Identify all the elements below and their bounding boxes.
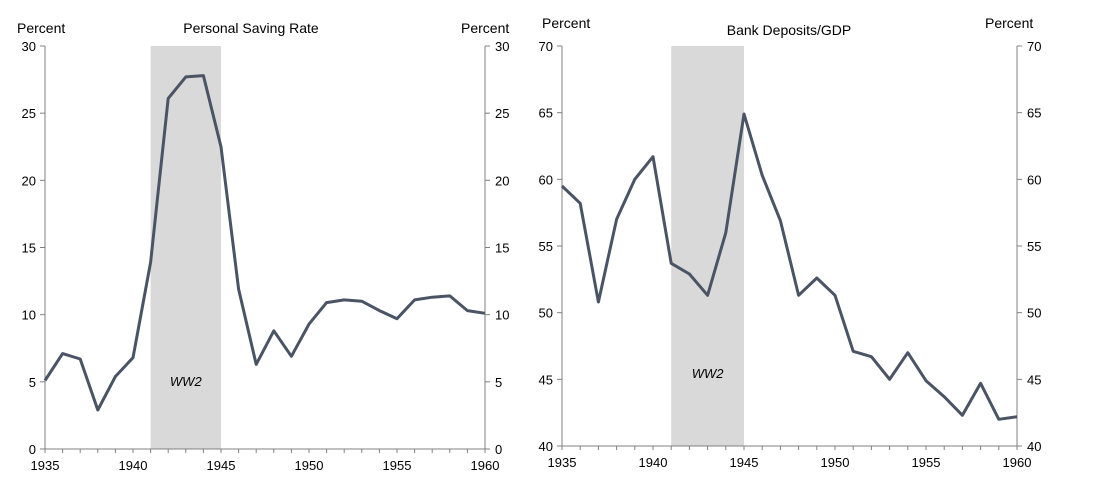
x-tick-label: 1955 xyxy=(912,455,941,470)
bank-deposits-panel: WW2 Bank Deposits/GDP Percent Percent 40… xyxy=(539,15,1042,470)
y-tick-label-left: 65 xyxy=(539,106,553,121)
y-tick-label-left: 40 xyxy=(539,439,553,454)
y-tick-label-right: 5 xyxy=(495,375,502,390)
tick-group: 40 40 45 45 50 50 55 55 60 60 65 65 70 70 1935 1940 1945… xyxy=(539,39,1042,470)
x-tick-label: 1960 xyxy=(1003,455,1032,470)
y-tick-label-left: 50 xyxy=(539,306,553,321)
x-tick-label: 1950 xyxy=(295,458,324,473)
y-tick-label-right: 10 xyxy=(495,308,509,323)
y-tick-label-right: 40 xyxy=(1027,439,1041,454)
x-tick-label: 1950 xyxy=(821,455,850,470)
x-tick-label: 1940 xyxy=(119,458,148,473)
y-tick-label-right: 50 xyxy=(1027,306,1041,321)
x-tick-label: 1960 xyxy=(471,458,500,473)
y-tick-label-right: 55 xyxy=(1027,239,1041,254)
y-tick-label-left: 0 xyxy=(29,442,36,457)
right-axis-label: Percent xyxy=(461,20,509,36)
x-tick-label: 1955 xyxy=(383,458,412,473)
chart-title: Bank Deposits/GDP xyxy=(727,22,852,38)
ww2-label: WW2 xyxy=(692,366,725,381)
x-tick-label: 1945 xyxy=(730,455,759,470)
saving-rate-line xyxy=(43,74,486,412)
y-tick-label-right: 45 xyxy=(1027,372,1041,387)
tick-group: 0 0 5 5 10 10 15 15 20 20 25 25 30 30 1935 1940 1945 1950… xyxy=(22,39,510,473)
left-axis-label: Percent xyxy=(17,20,65,36)
y-tick-label-left: 5 xyxy=(29,375,36,390)
y-tick-label-left: 15 xyxy=(22,241,36,256)
y-tick-label-left: 20 xyxy=(22,173,36,188)
y-tick-label-left: 60 xyxy=(539,172,553,187)
bank-deposits-line xyxy=(560,112,1018,421)
x-tick-label: 1940 xyxy=(639,455,668,470)
y-tick-label-left: 70 xyxy=(539,39,553,54)
y-tick-label-left: 45 xyxy=(539,372,553,387)
y-tick-label-right: 65 xyxy=(1027,106,1041,121)
ww2-shaded-region xyxy=(150,46,221,449)
ww2-label: WW2 xyxy=(170,374,203,389)
ww2-shaded-region xyxy=(671,46,744,446)
x-tick-label: 1935 xyxy=(548,455,577,470)
y-tick-label-left: 30 xyxy=(22,39,36,54)
y-tick-label-right: 30 xyxy=(495,39,509,54)
left-axis-label: Percent xyxy=(542,15,590,31)
y-tick-label-left: 25 xyxy=(22,106,36,121)
y-tick-label-right: 25 xyxy=(495,106,509,121)
y-tick-label-right: 70 xyxy=(1027,39,1041,54)
y-tick-label-right: 0 xyxy=(495,442,502,457)
right-axis-label: Percent xyxy=(985,15,1033,31)
y-tick-label-left: 10 xyxy=(22,308,36,323)
x-tick-label: 1945 xyxy=(207,458,236,473)
x-tick-label: 1935 xyxy=(31,458,60,473)
y-tick-label-right: 20 xyxy=(495,173,509,188)
saving-rate-panel: WW2 Personal Saving Rate Percent Percent… xyxy=(17,20,509,473)
y-tick-label-right: 15 xyxy=(495,241,509,256)
y-tick-label-right: 60 xyxy=(1027,172,1041,187)
y-tick-label-left: 55 xyxy=(539,239,553,254)
chart-title: Personal Saving Rate xyxy=(183,20,319,36)
